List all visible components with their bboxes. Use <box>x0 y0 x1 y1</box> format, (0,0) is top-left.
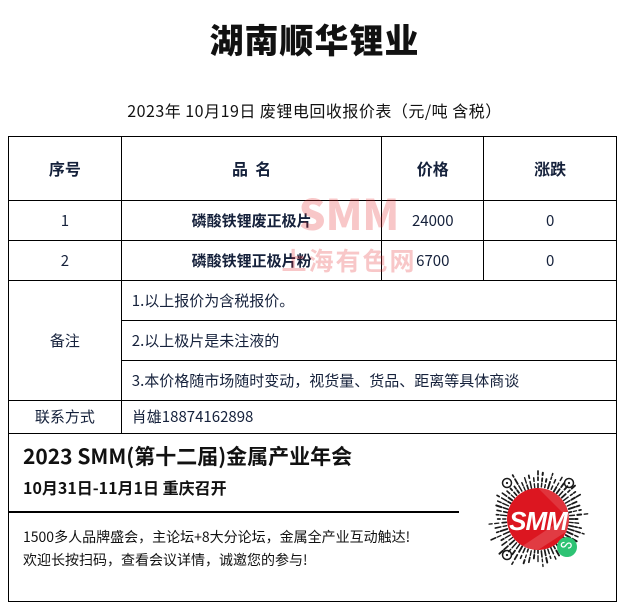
svg-text:SMM: SMM <box>509 506 569 536</box>
